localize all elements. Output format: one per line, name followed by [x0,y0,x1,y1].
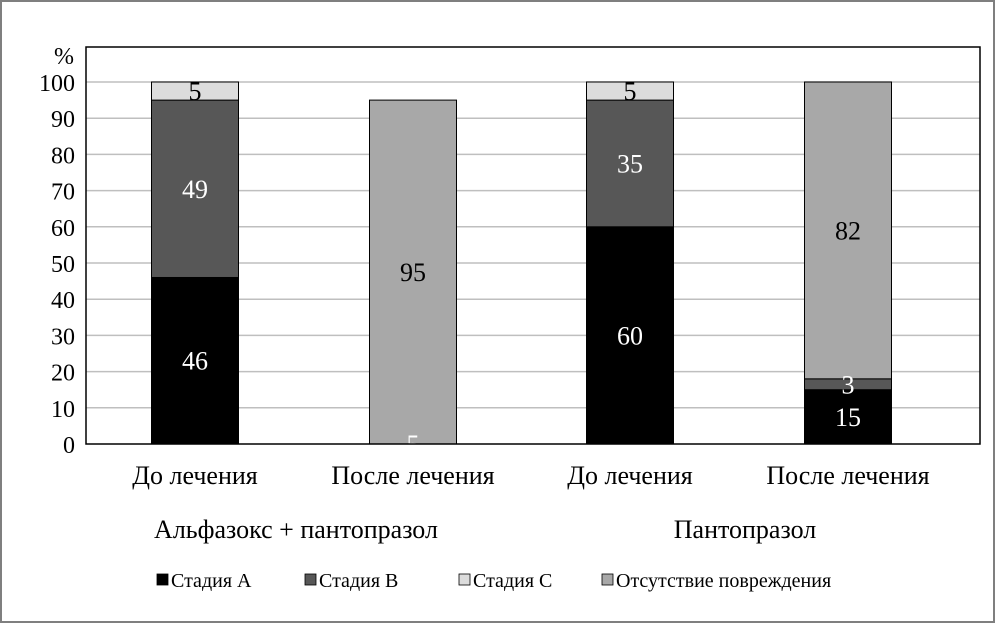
bar-segment [586,81,674,101]
y-tick-label: 0 [63,433,75,459]
legend-label: Стадия С [473,570,552,592]
bar-segment [804,81,892,380]
bar-segment [586,99,674,228]
axis-layer: 0 10 20 30 40 50 60 70 80 90 100 [39,46,981,459]
category-label: До лечения [132,461,258,490]
y-tick-label: 80 [51,143,75,169]
plot-border [85,46,981,445]
y-tick-label: 100 [39,71,75,97]
data-label: 60 [617,321,643,350]
data-label: 3 [842,370,855,399]
category-labels-layer: До лечения После лечения До лечения После л… [132,461,929,490]
y-tick-label: 60 [51,216,75,242]
legend-label: Отсутствие повреждения [616,570,831,592]
y-axis-unit-label: % [54,44,74,70]
y-tick-label: 50 [51,252,75,278]
y-tick-label: 40 [51,288,75,314]
legend-swatch [304,573,317,586]
bar-segment [804,389,892,445]
bar-segment [369,99,457,445]
data-label: 46 [182,347,208,376]
legend-label: Стадия А [171,570,252,592]
data-label: 35 [617,149,643,178]
y-tick-label: 10 [51,397,75,423]
data-label: 82 [835,216,861,245]
y-tick-label: 30 [51,324,75,350]
data-label: 49 [182,175,208,204]
group-label: Пантопразол [674,515,816,544]
legend-label: Стадия В [319,570,398,592]
data-label: 95 [400,258,426,287]
data-label: 5 [189,77,202,106]
bars-layer [151,81,892,445]
y-tick-label: 20 [51,361,75,387]
data-label: 15 [835,403,861,432]
group-label: Альфазокс + пантопразол [154,515,438,544]
y-tick-label: 70 [51,180,75,206]
category-label: После лечения [766,461,929,490]
y-tick-label: 90 [51,107,75,133]
category-label: После лечения [331,461,494,490]
legend-swatch [156,573,169,586]
legend-swatch [458,573,471,586]
legend-swatch [601,573,614,586]
bar-segment [151,99,239,278]
group-labels-layer: Альфазокс + пантопразол Пантопразол [154,515,816,544]
data-label: 5 [624,77,637,106]
category-label: До лечения [567,461,693,490]
bar-segment [151,81,239,101]
legend: Стадия А Стадия В Стадия С Отсутствие повре… [156,570,831,592]
